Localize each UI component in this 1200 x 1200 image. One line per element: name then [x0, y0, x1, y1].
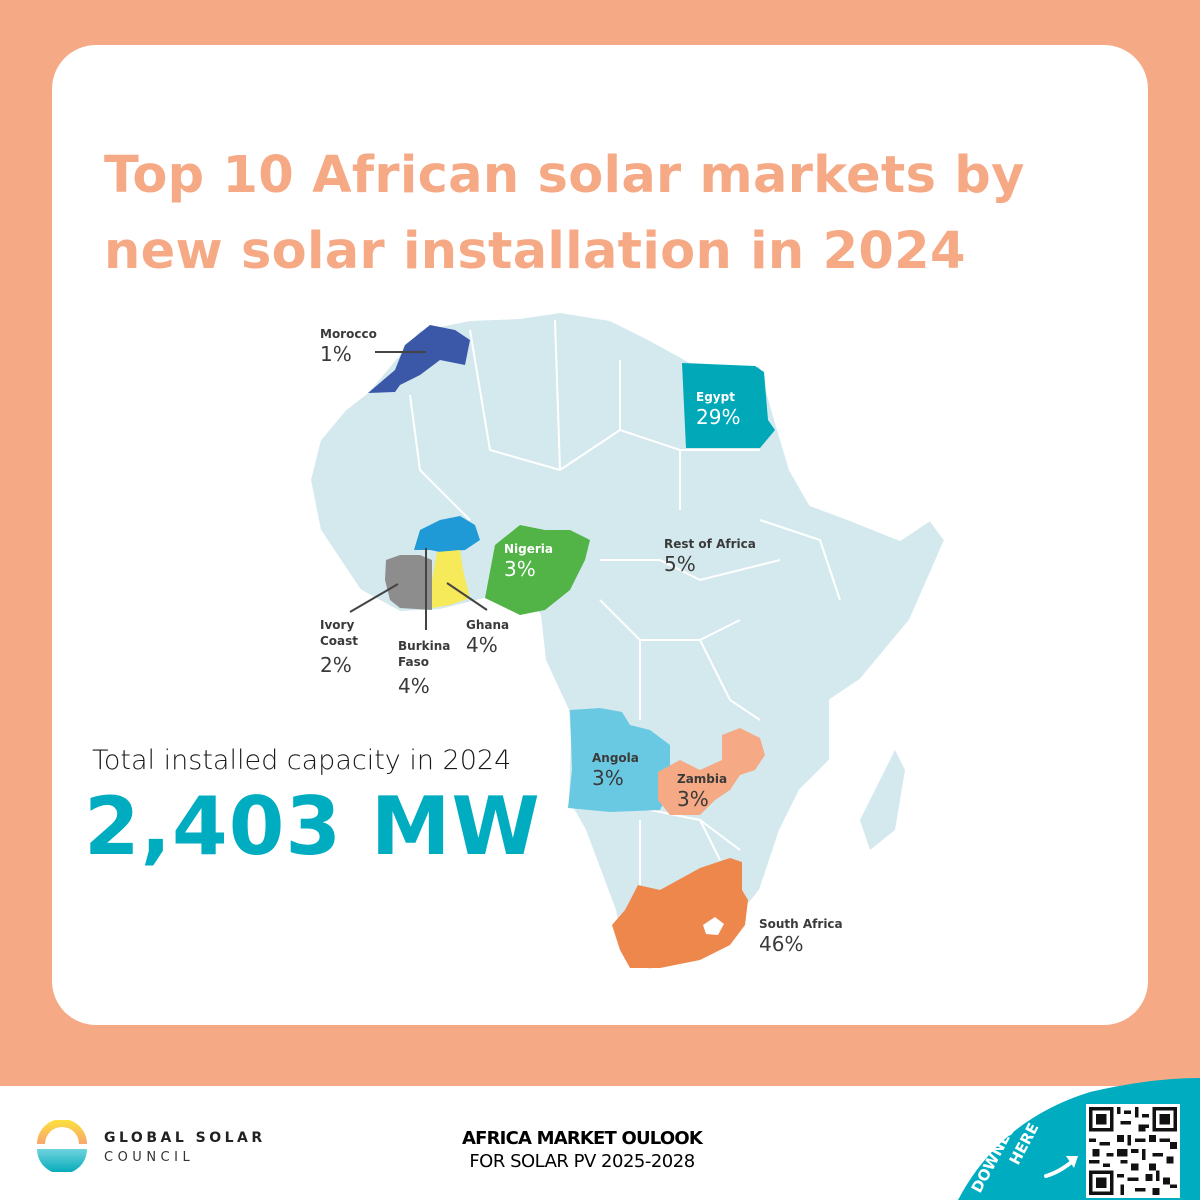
label-nigeria: Nigeria 3% [504, 542, 554, 581]
title-line-1: Top 10 African solar markets by [104, 146, 1025, 205]
total-capacity-caption: Total installed capacity in 2024 [92, 745, 512, 776]
qr-code[interactable] [1086, 1104, 1180, 1198]
page-title: Top 10 African solar markets by new sola… [104, 138, 1124, 290]
title-line-2: new solar installation in 2024 [104, 222, 966, 281]
zambia-region [658, 728, 765, 815]
label-angola: Angola 3% [592, 751, 639, 790]
angola-region [568, 708, 670, 812]
global-solar-council-logo-icon [37, 1120, 87, 1172]
label-burkina-faso: Burkina Faso 4% [398, 639, 451, 698]
label-ghana: Ghana 4% [466, 618, 510, 657]
label-morocco: Morocco 1% [320, 327, 377, 366]
brand-name-line-1: GLOBAL SOLAR [104, 1130, 266, 1146]
label-ivory-coast: Ivory Coast 2% [320, 618, 359, 677]
africa-map [308, 310, 947, 972]
report-title: AFRICA MARKET OULOOK [462, 1128, 703, 1149]
madagascar [860, 750, 905, 850]
label-egypt: Egypt 29% [696, 390, 741, 429]
total-capacity-value: 2,403 MW [84, 780, 541, 873]
egypt-region [682, 363, 775, 448]
nigeria-region [485, 525, 590, 615]
ivory-coast-region [385, 555, 432, 610]
label-zambia: Zambia 3% [677, 772, 728, 811]
label-rest-of-africa: Rest of Africa 5% [664, 537, 756, 576]
morocco-region [368, 325, 470, 393]
brand-name-line-2: COUNCIL [104, 1150, 195, 1165]
ghana-region [432, 550, 470, 608]
lesotho [703, 917, 724, 935]
report-subtitle: FOR SOLAR PV 2025-2028 [469, 1151, 695, 1172]
south-africa-region [612, 858, 748, 968]
footer: GLOBAL SOLAR COUNCIL AFRICA MARKET OULOO… [0, 1086, 1200, 1200]
qr-code-icon [1089, 1107, 1177, 1195]
africa-landmass [308, 310, 947, 972]
burkina-faso-region [414, 516, 480, 552]
label-south-africa: South Africa 46% [759, 917, 843, 956]
